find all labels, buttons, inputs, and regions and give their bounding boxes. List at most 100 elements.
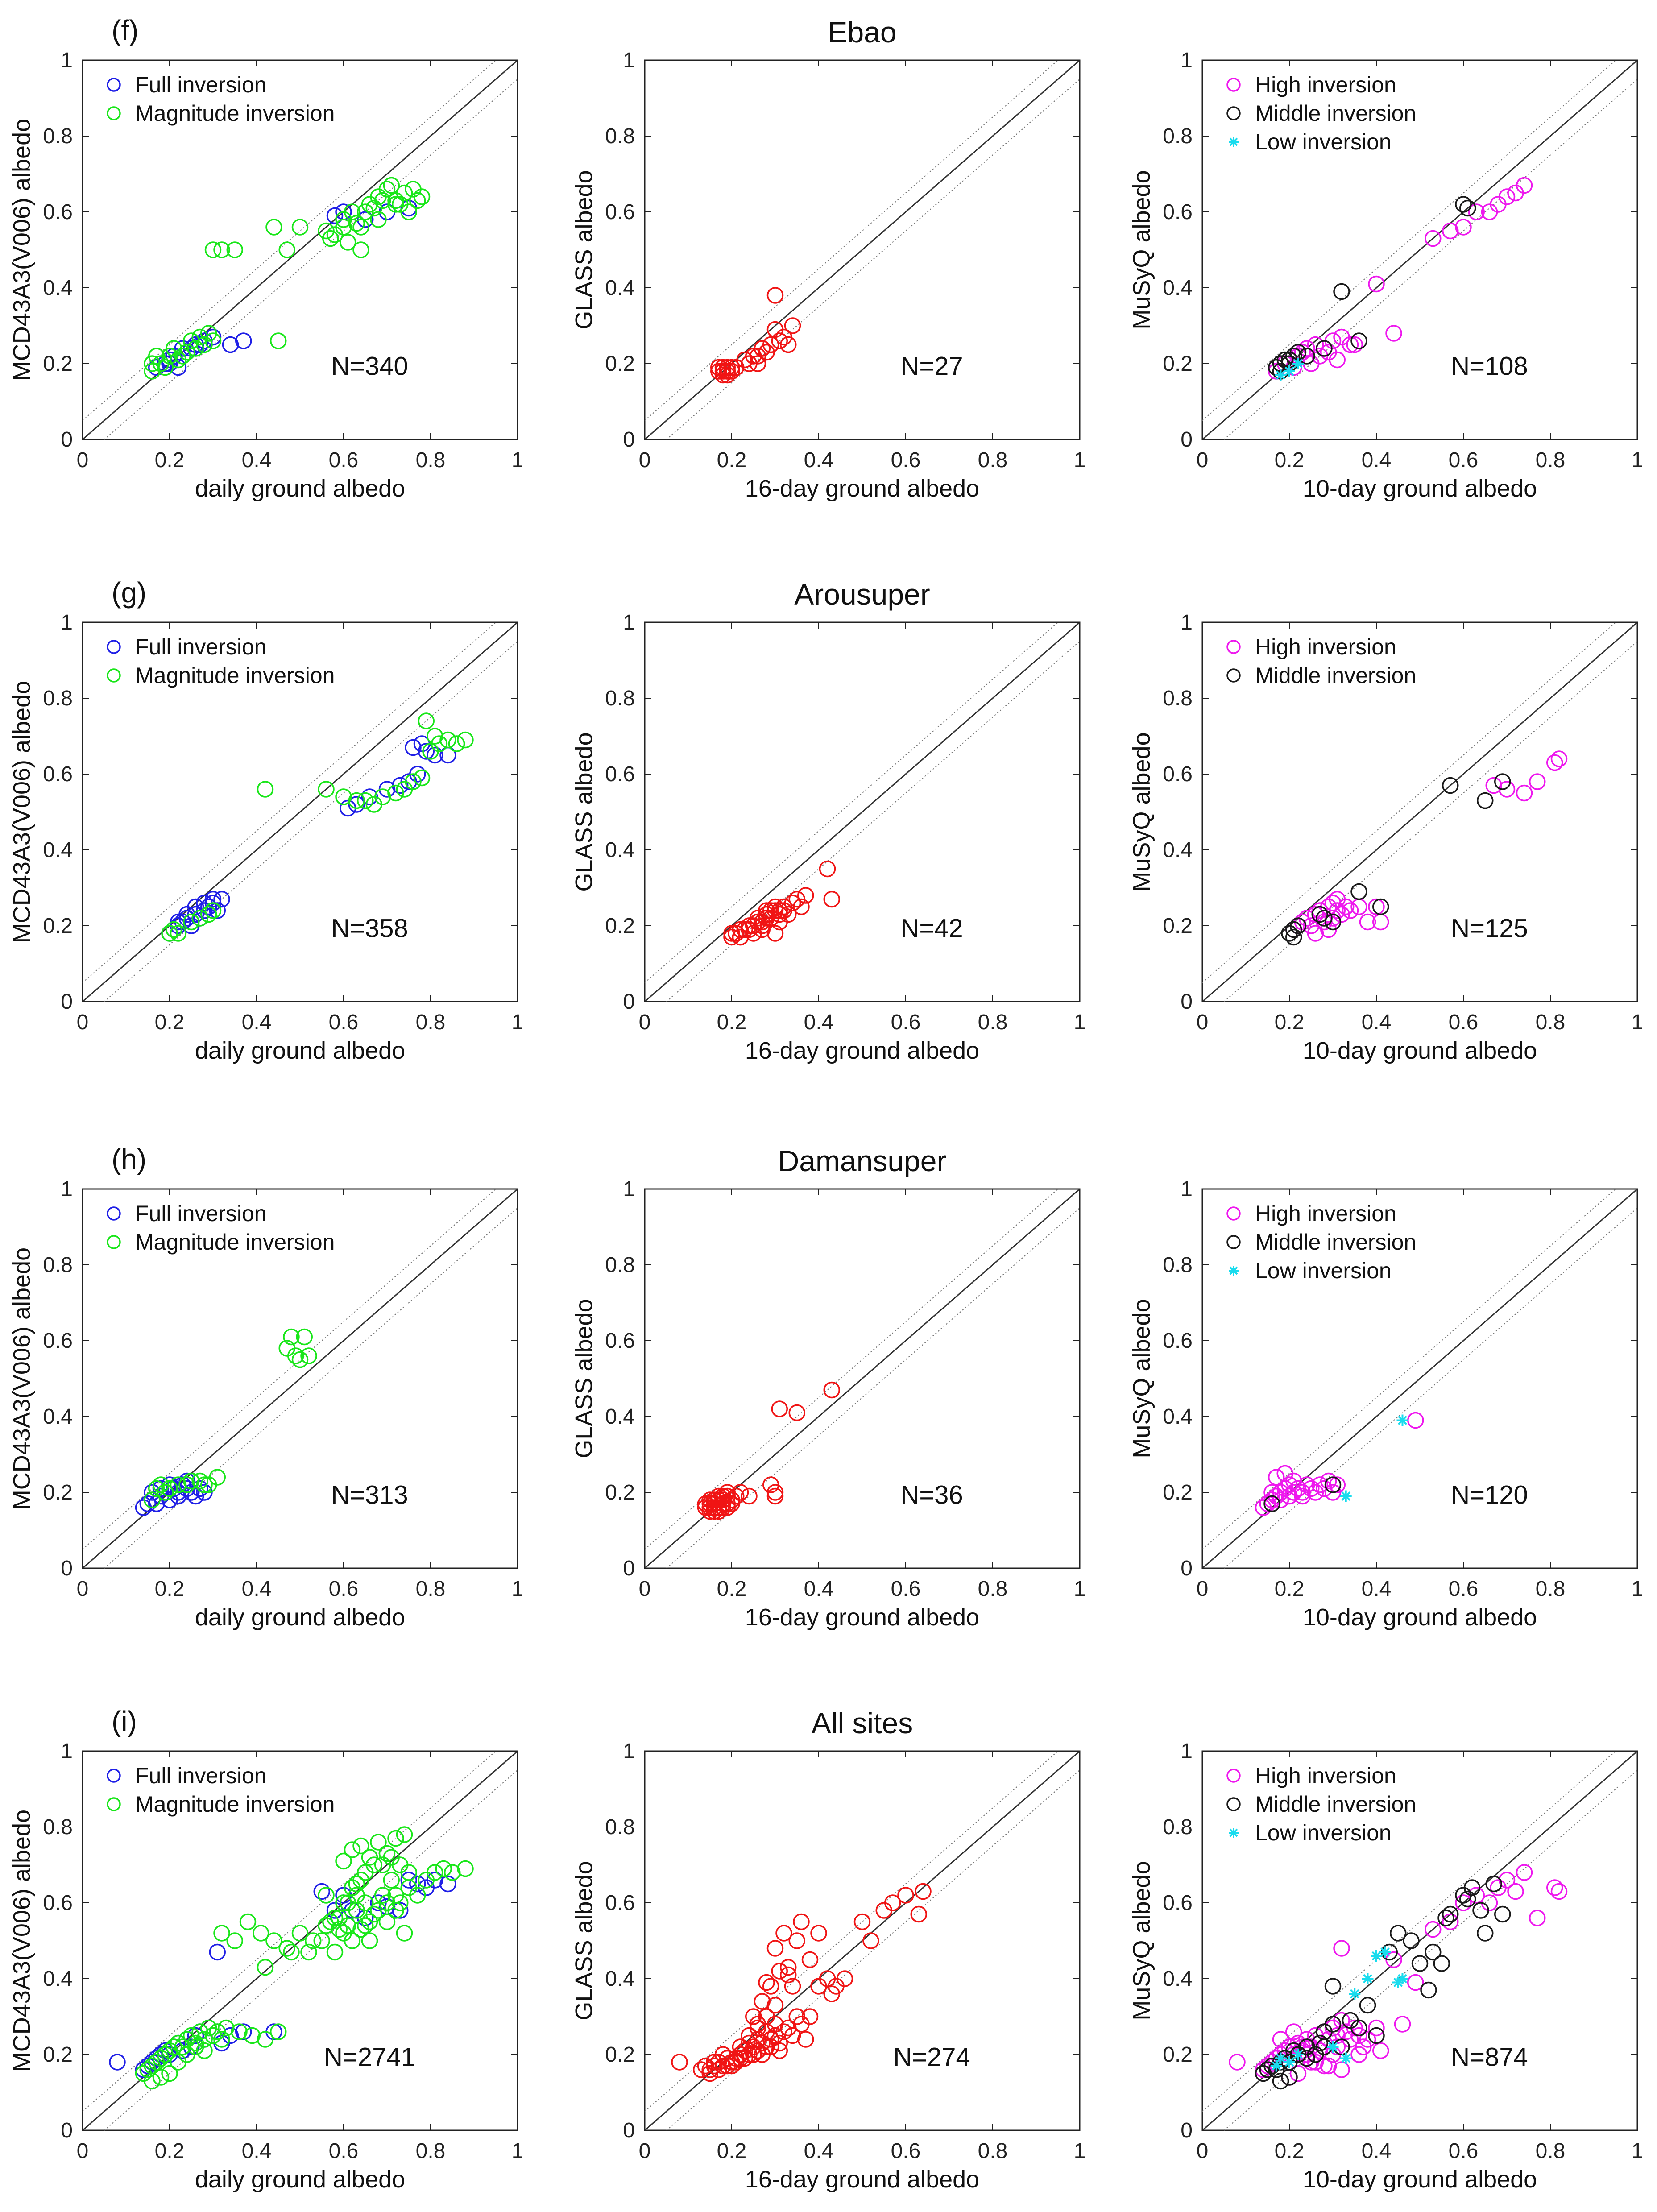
data-point xyxy=(174,348,191,365)
data-point xyxy=(1396,1414,1408,1426)
data-point xyxy=(270,2023,287,2040)
x-tick-label: 0 xyxy=(1197,1577,1209,1601)
data-point xyxy=(1275,2052,1287,2064)
legend-marker xyxy=(1226,668,1241,683)
data-point xyxy=(387,1902,404,1919)
data-point xyxy=(365,1856,382,1873)
data-point xyxy=(754,913,771,931)
y-tick-label: 1 xyxy=(623,1177,635,1201)
data-point xyxy=(1463,1879,1481,1896)
data-point xyxy=(732,921,749,938)
data-point xyxy=(766,321,784,338)
data-point xyxy=(1396,1973,1408,1984)
x-tick-label: 0.2 xyxy=(717,1011,747,1034)
legend-label: Full inversion xyxy=(135,72,267,97)
y-tick-label: 0.2 xyxy=(1163,2043,1193,2067)
upper-tolerance-line xyxy=(644,1751,1058,2112)
lower-tolerance-line xyxy=(104,79,518,440)
data-point xyxy=(204,902,222,919)
data-point xyxy=(766,925,784,942)
x-tick-label: 0.8 xyxy=(978,2139,1008,2163)
data-point xyxy=(387,1830,404,1847)
data-point xyxy=(378,1913,396,1930)
data-point xyxy=(1546,754,1563,771)
panel-letter: (h) xyxy=(112,1143,146,1175)
data-point xyxy=(278,1340,295,1357)
data-point xyxy=(784,2027,801,2044)
data-point xyxy=(819,860,836,878)
data-point xyxy=(409,1875,426,1893)
panel-f-glass: 00 0.2 0.2 0.4 0.4 0.6 0.6 0.8 0.8 1 1 16-day groun… xyxy=(571,16,1085,502)
x-tick-label: 1 xyxy=(512,2139,524,2163)
data-point xyxy=(1371,1950,1382,1962)
y-tick-label: 0.4 xyxy=(1163,1405,1193,1429)
sample-count: N=120 xyxy=(1451,1481,1528,1510)
data-point xyxy=(148,1480,165,1497)
data-point xyxy=(357,1917,374,1934)
data-point xyxy=(161,925,178,942)
x-tick-label: 0.4 xyxy=(804,2139,834,2163)
data-point xyxy=(723,1495,740,1512)
data-point xyxy=(1385,325,1402,342)
data-point xyxy=(1455,219,1472,236)
y-tick-label: 0.4 xyxy=(605,276,635,300)
data-point xyxy=(348,215,365,232)
x-tick-label: 0 xyxy=(77,1011,89,1034)
data-point xyxy=(1442,222,1459,240)
sample-count: N=2741 xyxy=(324,2043,415,2072)
data-point xyxy=(1324,910,1342,927)
x-tick-label: 0.4 xyxy=(242,1577,272,1601)
data-point xyxy=(1420,1981,1437,1999)
data-point xyxy=(427,746,443,764)
x-tick-label: 1 xyxy=(1632,448,1644,472)
x-tick-label: 0.2 xyxy=(1275,448,1305,472)
data-point xyxy=(1316,2057,1333,2075)
upper-tolerance-line xyxy=(1202,1189,1616,1550)
series-low-inversion xyxy=(1340,1414,1408,1502)
one-to-one-line xyxy=(82,621,518,1002)
y-tick-label: 0 xyxy=(61,1557,73,1580)
data-point xyxy=(291,219,309,236)
data-point xyxy=(766,1487,784,1505)
data-point xyxy=(187,898,204,915)
y-tick-label: 0.8 xyxy=(1163,1815,1193,1839)
data-point xyxy=(291,1351,309,1368)
x-tick-label: 0.6 xyxy=(891,1577,921,1601)
data-point xyxy=(378,181,396,198)
data-point xyxy=(326,207,344,224)
x-axis-label: 16-day ground albedo xyxy=(745,1037,979,1064)
data-point xyxy=(348,1875,365,1893)
data-point xyxy=(1289,917,1307,934)
y-tick-label: 0.4 xyxy=(605,1405,635,1429)
y-tick-label: 0.6 xyxy=(605,762,635,786)
data-point xyxy=(762,1978,779,1995)
data-point xyxy=(771,1400,788,1417)
series-magnitude-inversion xyxy=(135,1826,474,2090)
data-point xyxy=(762,2038,779,2055)
y-axis-label: MuSyQ albedo xyxy=(1128,1299,1155,1458)
data-point xyxy=(1494,1905,1511,1923)
data-point xyxy=(723,925,740,942)
data-point xyxy=(1340,2052,1352,2064)
data-point xyxy=(801,1951,819,1968)
data-point xyxy=(797,2031,814,2048)
y-tick-label: 0.4 xyxy=(43,838,73,862)
data-point xyxy=(784,895,801,911)
data-point xyxy=(701,2065,718,2082)
data-point xyxy=(1303,1480,1320,1497)
data-point xyxy=(1329,1476,1346,1493)
y-tick-label: 0.2 xyxy=(1163,352,1193,376)
data-point xyxy=(1350,2046,1367,2063)
data-point xyxy=(1298,2050,1315,2067)
data-point xyxy=(1311,2042,1328,2059)
data-point xyxy=(300,1347,317,1364)
data-point xyxy=(1368,2027,1385,2044)
legend-label: Magnitude inversion xyxy=(135,663,335,688)
data-point xyxy=(1307,336,1324,353)
lower-tolerance-line xyxy=(1224,641,1638,1002)
data-point xyxy=(191,328,208,346)
y-tick-label: 0.6 xyxy=(1163,762,1193,786)
data-point xyxy=(754,1993,771,2010)
x-tick-label: 0.2 xyxy=(717,2139,747,2163)
